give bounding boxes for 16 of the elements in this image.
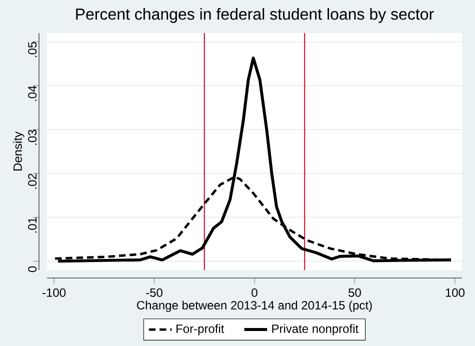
legend-label: Private nonprofit — [272, 324, 358, 336]
legend-label: For-profit — [176, 324, 224, 336]
y-axis-title: Density — [13, 132, 24, 171]
y-tick-label: .05 — [28, 42, 37, 58]
x-tick-label: 0 — [252, 288, 258, 297]
x-tick-label: -100 — [42, 288, 66, 297]
x-tick-label: 50 — [348, 288, 361, 297]
y-tick-label: .02 — [28, 174, 37, 189]
y-tick-label: .04 — [28, 86, 37, 101]
x-axis-title: Change between 2013-14 and 2014-15 (pct) — [137, 300, 372, 312]
y-tick-label: .03 — [28, 130, 37, 145]
x-tick-label: -50 — [146, 288, 162, 297]
x-tick-label: 100 — [446, 288, 465, 297]
y-tick-label: 0 — [28, 266, 37, 272]
chart-title: Percent changes in federal student loans by sector — [76, 8, 434, 23]
y-tick-label: .01 — [28, 218, 37, 233]
